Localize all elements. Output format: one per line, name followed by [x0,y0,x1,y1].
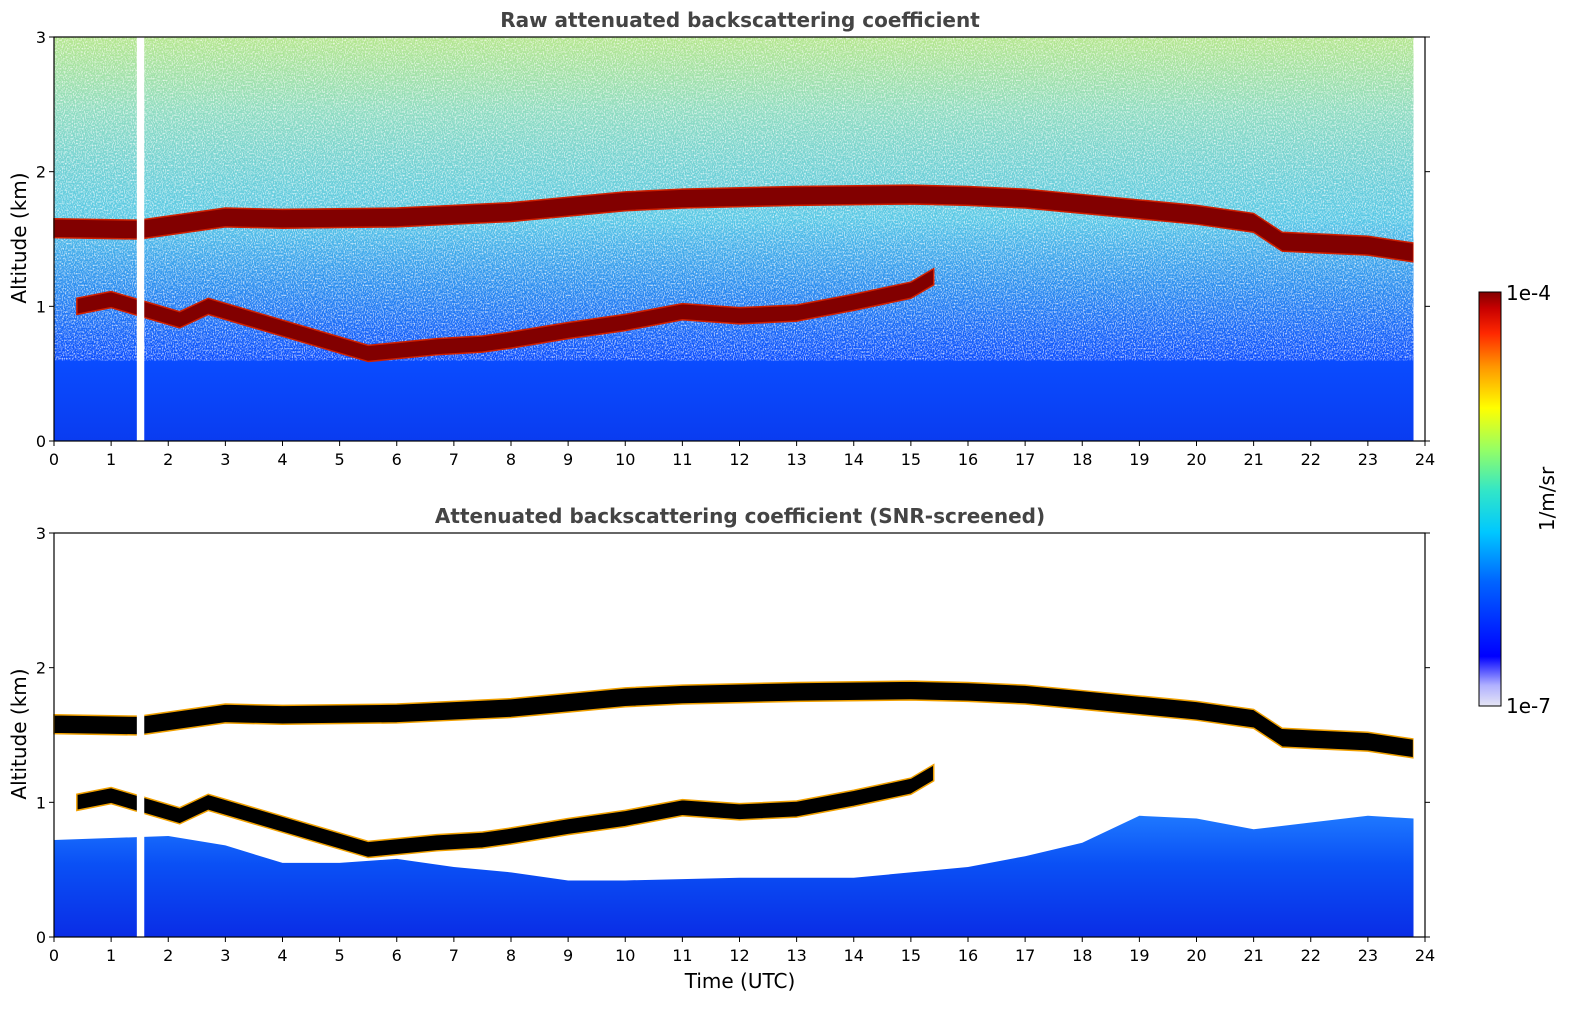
x-tick-label: 5 [335,946,345,965]
panel2-axes: 0 1 2 3 4 5 6 7 8 9 10 11 12 13 14 15 16 17 18 19 20 21 22 23 24… [36,524,1435,965]
x-tick-label: 13 [786,450,806,469]
x-tick-label: 5 [335,450,345,469]
y-tick-label: 2 [36,163,46,182]
x-tick-label: 9 [563,450,573,469]
cloud-layer-1 [53,184,1415,263]
x-tick-label: 1 [106,946,116,965]
x-tick-label: 20 [1186,450,1206,469]
x-tick-label: 18 [1072,450,1092,469]
x-tick-label: 7 [449,946,459,965]
x-tick-label: 22 [1301,946,1321,965]
x-tick-label: 13 [786,946,806,965]
x-tick-label: 12 [729,450,749,469]
x-tick-label: 16 [958,450,978,469]
x-tick-label: 3 [220,946,230,965]
y-tick-label: 1 [36,297,46,316]
y-tick-label: 0 [36,928,46,947]
panel2-title: Attenuated backscattering coefficient (S… [435,504,1045,528]
x-tick-label: 15 [901,450,921,469]
x-tick-label: 7 [449,450,459,469]
x-tick-label: 14 [844,450,864,469]
boundary-layer-aerosol [54,815,1414,937]
x-tick-label: 24 [1415,946,1435,965]
data-gap [136,533,145,937]
x-tick-label: 21 [1243,450,1263,469]
screened-backscatter-panel: Attenuated backscattering coefficient (S… [7,504,1435,993]
x-tick-label: 2 [163,946,173,965]
x-tick-label: 11 [672,946,692,965]
x-tick-label: 10 [615,450,635,469]
x-tick-label: 20 [1186,946,1206,965]
x-tick-label: 17 [1015,450,1035,469]
x-tick-label: 8 [506,450,516,469]
x-tick-label: 6 [392,946,402,965]
y-tick-label: 1 [36,793,46,812]
data-gap [136,37,145,441]
panel2-plot-area [53,533,1425,937]
screened-cloud-layer-2 [76,763,935,859]
colorbar-gradient [1478,291,1502,707]
x-tick-label: 0 [49,450,59,469]
x-tick-label: 24 [1415,450,1435,469]
screened-cloud-layer-1 [53,680,1415,759]
y-tick-label: 2 [36,659,46,678]
x-tick-label: 2 [163,450,173,469]
x-tick-label: 23 [1358,450,1378,469]
x-tick-label: 1 [106,450,116,469]
colorbar-unit-label: 1/m/sr [1535,466,1559,531]
no-data-tail [1413,37,1425,441]
x-tick-label: 16 [958,946,978,965]
y-tick-label: 3 [36,524,46,543]
x-tick-label: 12 [729,946,749,965]
raw-backscatter-panel: Raw attenuated backscattering coefficien… [7,8,1435,469]
panel2-ylabel: Altitude (km) [7,668,31,799]
x-tick-label: 6 [392,450,402,469]
x-tick-label: 22 [1301,450,1321,469]
x-tick-label: 10 [615,946,635,965]
colorbar-min-label: 1e-7 [1506,694,1551,718]
x-tick-label: 17 [1015,946,1035,965]
x-tick-label: 8 [506,946,516,965]
x-tick-label: 0 [49,946,59,965]
colorbar-max-label: 1e-4 [1506,281,1551,305]
x-tick-label: 15 [901,946,921,965]
panel1-axes: 0 1 2 3 4 5 6 7 8 9 10 11 12 13 14 15 16 17 18 19 20 21 22 23 24… [36,28,1435,469]
panel1-plot-area [53,37,1425,441]
x-tick-label: 14 [844,946,864,965]
x-tick-label: 19 [1129,450,1149,469]
x-tick-label: 19 [1129,946,1149,965]
colorbar: 1e-4 1e-7 1/m/sr [1478,281,1559,718]
x-tick-label: 4 [277,946,287,965]
x-tick-label: 23 [1358,946,1378,965]
y-tick-label: 3 [36,28,46,47]
x-tick-label: 18 [1072,946,1092,965]
panel1-title: Raw attenuated backscattering coefficien… [500,8,980,32]
cloud-layer-2 [76,267,935,363]
no-data-tail [1413,533,1425,937]
x-tick-label: 3 [220,450,230,469]
panel2-xlabel: Time (UTC) [684,969,796,993]
x-tick-label: 9 [563,946,573,965]
y-tick-label: 0 [36,432,46,451]
x-tick-label: 4 [277,450,287,469]
x-tick-label: 21 [1243,946,1263,965]
x-tick-label: 11 [672,450,692,469]
panel1-ylabel: Altitude (km) [7,172,31,303]
